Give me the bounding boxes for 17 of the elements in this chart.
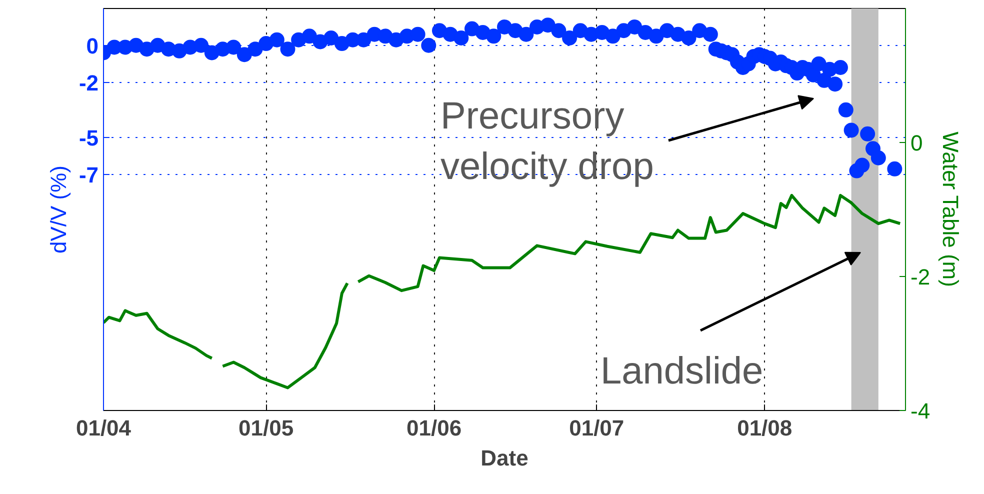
y-tick-label: 0 [86,33,99,58]
y-tick-label: -2 [78,70,98,96]
x-tick-label: 01/06 [406,416,462,440]
x-tick-label: 01/05 [238,416,294,440]
annotation: Precursory velocity drop [440,96,654,188]
y2-tick-label: -4 [910,398,930,424]
y-tick-label: -7 [78,162,98,188]
y2-tick-label: -2 [910,264,930,290]
x-tick-label: 01/08 [737,416,792,440]
y2-axis-title: Water Table (m) [938,132,964,287]
x-tick-label: 01/07 [569,416,624,440]
x-tick-label: 01/04 [76,416,132,440]
annotation: Landslide [600,350,764,392]
y-tick-label: -5 [78,126,98,151]
x-axis-title: Date [480,446,528,470]
y2-tick-label: 0 [910,130,923,156]
y-axis-title: dV/V (%) [46,165,71,254]
